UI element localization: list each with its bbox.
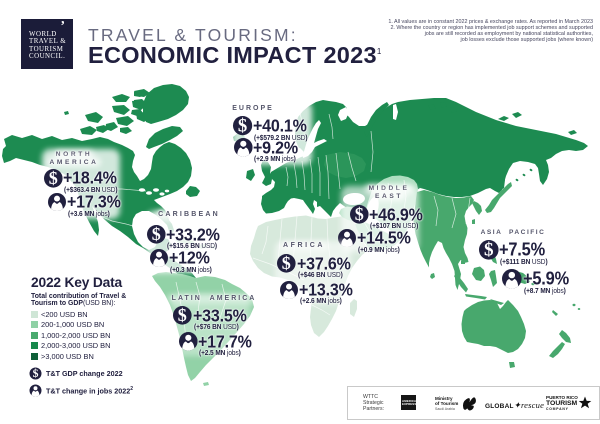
svg-text:$: $ xyxy=(238,116,247,137)
svg-text:$: $ xyxy=(178,305,187,325)
svg-text:$: $ xyxy=(282,253,291,273)
svg-text:$: $ xyxy=(48,168,57,188)
svg-text:$: $ xyxy=(151,224,160,244)
svg-text:$: $ xyxy=(484,240,494,261)
svg-text:$: $ xyxy=(33,367,39,380)
svg-text:$: $ xyxy=(354,204,363,224)
